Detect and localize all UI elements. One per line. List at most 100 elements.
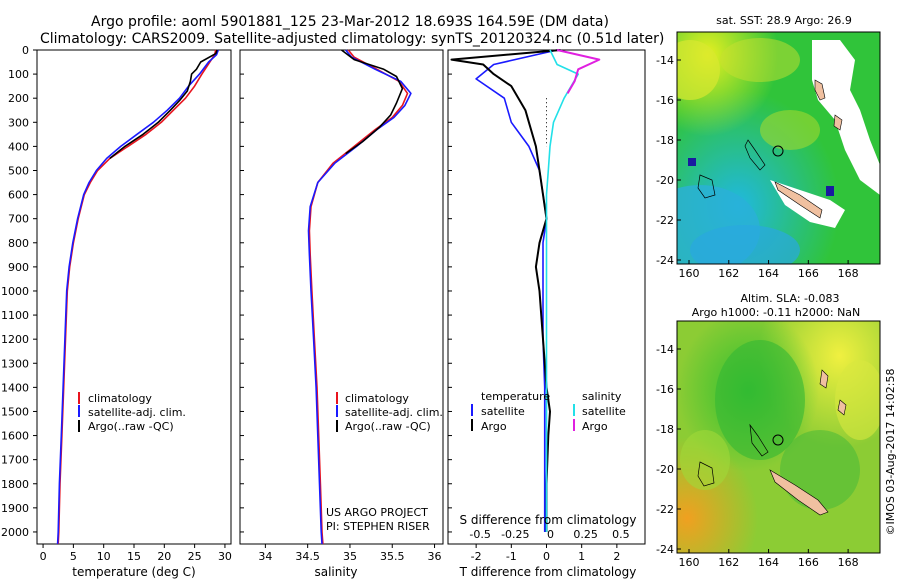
depth-tick-label: 400 — [8, 140, 29, 153]
temperature-legend: climatology satellite-adj. clim. Argo(..… — [78, 392, 186, 433]
legend-climatology-label: climatology — [88, 392, 152, 405]
depth-tick-label: 2000 — [1, 526, 29, 539]
x-tick-label: 0 — [40, 550, 47, 563]
depth-tick-label: 1600 — [1, 430, 29, 443]
depth-tick-label: 1000 — [1, 285, 29, 298]
series-line — [450, 49, 561, 532]
x-tick-label: 34 — [258, 550, 272, 563]
x-tick-label: 15 — [127, 550, 141, 563]
depth-tick-label: 1800 — [1, 478, 29, 491]
sal-legend-satellite-label: satellite-adj. clim. — [345, 406, 443, 419]
salinity-panel-frame — [239, 49, 444, 545]
depth-tick-label: 700 — [8, 213, 29, 226]
x-tick-label: 34.5 — [295, 550, 320, 563]
diff-legend-t-satellite-label: satellite — [481, 405, 525, 418]
x-tick-label: 35 — [343, 550, 357, 563]
depth-tick-label: 1100 — [1, 309, 29, 322]
depth-axis: 0 100 200 300 400 500 600 700 800 900 1000 1100 1200… — [1, 44, 452, 539]
series-line — [545, 49, 580, 532]
series-line — [341, 49, 404, 155]
series-line — [475, 49, 558, 532]
map-y-label: -24 — [656, 254, 674, 267]
depth-tick-label: 600 — [8, 189, 29, 202]
legend-argo-label: Argo(..raw -QC) — [88, 420, 174, 433]
x-tick-label: 10 — [97, 550, 111, 563]
depth-tick-label: 1500 — [1, 405, 29, 418]
difference-panel: -2 -1 0 1 2 -0.5 -0.25 0 0.25 0.5 — [450, 49, 630, 563]
map-y-label: -18 — [656, 134, 674, 147]
map-y-label: -14 — [656, 343, 674, 356]
map-x-label: 162 — [718, 267, 739, 280]
map-x-label: 166 — [798, 556, 819, 569]
x-tick-label: 36 — [428, 550, 442, 563]
x-tick-label: 1 — [578, 550, 585, 563]
map-x-label: 160 — [679, 267, 700, 280]
sla-map: Altim. SLA: -0.083 Argo h1000: -0.11 h20… — [656, 292, 881, 569]
project-annotation: US ARGO PROJECT — [326, 506, 428, 519]
s-tick-label: 0 — [547, 528, 554, 541]
x-tick-label: -1 — [506, 550, 517, 563]
map-x-label: 164 — [758, 267, 779, 280]
sal-legend-climatology-label: climatology — [345, 392, 409, 405]
map-y-label: -16 — [656, 94, 674, 107]
series-line — [109, 49, 218, 160]
map-y-label: -14 — [656, 54, 674, 67]
depth-tick-label: 500 — [8, 164, 29, 177]
depth-tick-label: 900 — [8, 261, 29, 274]
x-tick-label: -2 — [471, 550, 482, 563]
x-tick-label: 30 — [218, 550, 232, 563]
depth-tick-label: 1900 — [1, 502, 29, 515]
title-line-1: Argo profile: aoml 5901881_125 23-Mar-20… — [91, 14, 609, 30]
series-line — [56, 49, 220, 545]
diff-legend-s-argo-label: Argo — [582, 420, 608, 433]
map-y-label: -18 — [656, 423, 674, 436]
s-tick-label: -0.5 — [469, 528, 490, 541]
salinity-xlabel: salinity — [314, 565, 357, 579]
depth-tick-label: 800 — [8, 237, 29, 250]
sst-map-title: sat. SST: 28.9 Argo: 26.9 — [716, 14, 852, 27]
map-y-label: -22 — [656, 214, 674, 227]
map-x-label: 160 — [679, 556, 700, 569]
series-line — [57, 49, 217, 545]
series-line — [307, 49, 412, 545]
map-x-label: 162 — [718, 556, 739, 569]
map-x-label: 168 — [838, 556, 859, 569]
salinity-panel: 34 34.5 35 35.5 36 — [258, 49, 442, 563]
x-tick-label: 35.5 — [380, 550, 405, 563]
x-tick-label: 25 — [188, 550, 202, 563]
depth-tick-label: 100 — [8, 68, 29, 81]
imos-credit: ©IMOS 03-Aug-2017 14:02:58 — [884, 369, 897, 536]
s-difference-xlabel: S difference from climatology — [460, 513, 637, 527]
depth-tick-label: 300 — [8, 116, 29, 129]
depth-tick-label: 1200 — [1, 333, 29, 346]
series-line — [308, 49, 409, 545]
s-tick-label: -0.25 — [501, 528, 529, 541]
x-tick-label: 5 — [70, 550, 77, 563]
diff-legend-temperature-title: temperature — [481, 390, 550, 403]
depth-tick-label: 1400 — [1, 381, 29, 394]
diff-legend-s-satellite-label: satellite — [582, 405, 626, 418]
map-y-label: -16 — [656, 383, 674, 396]
map-x-label: 168 — [838, 267, 859, 280]
map-y-label: -20 — [656, 174, 674, 187]
x-tick-label: 0 — [543, 550, 550, 563]
depth-tick-label: 1300 — [1, 357, 29, 370]
depth-tick-label: 200 — [8, 92, 29, 105]
depth-tick-label: 0 — [22, 44, 29, 57]
temperature-xlabel: temperature (deg C) — [72, 565, 195, 579]
sst-map: sat. SST: 28.9 Argo: 26.9 160 162 164 166 16… — [656, 14, 881, 280]
temperature-panel: 0 5 10 15 20 25 30 — [40, 49, 232, 563]
x-tick-label: 20 — [157, 550, 171, 563]
x-tick-label: 2 — [613, 550, 620, 563]
sla-map-title-2: Argo h1000: -0.11 h2000: NaN — [692, 306, 861, 319]
salinity-legend: climatology satellite-adj. clim. Argo(..… — [336, 392, 443, 433]
sla-map-title-1: Altim. SLA: -0.083 — [740, 292, 839, 305]
s-tick-label: 0.5 — [612, 528, 630, 541]
diff-legend-salinity-title: salinity — [582, 390, 622, 403]
difference-legend: temperature satellite Argo salinity sate… — [471, 390, 626, 433]
title-line-2: Climatology: CARS2009. Satellite-adjuste… — [40, 31, 665, 47]
map-y-label: -24 — [656, 543, 674, 556]
series-line — [556, 49, 601, 94]
s-tick-label: 0.25 — [573, 528, 598, 541]
